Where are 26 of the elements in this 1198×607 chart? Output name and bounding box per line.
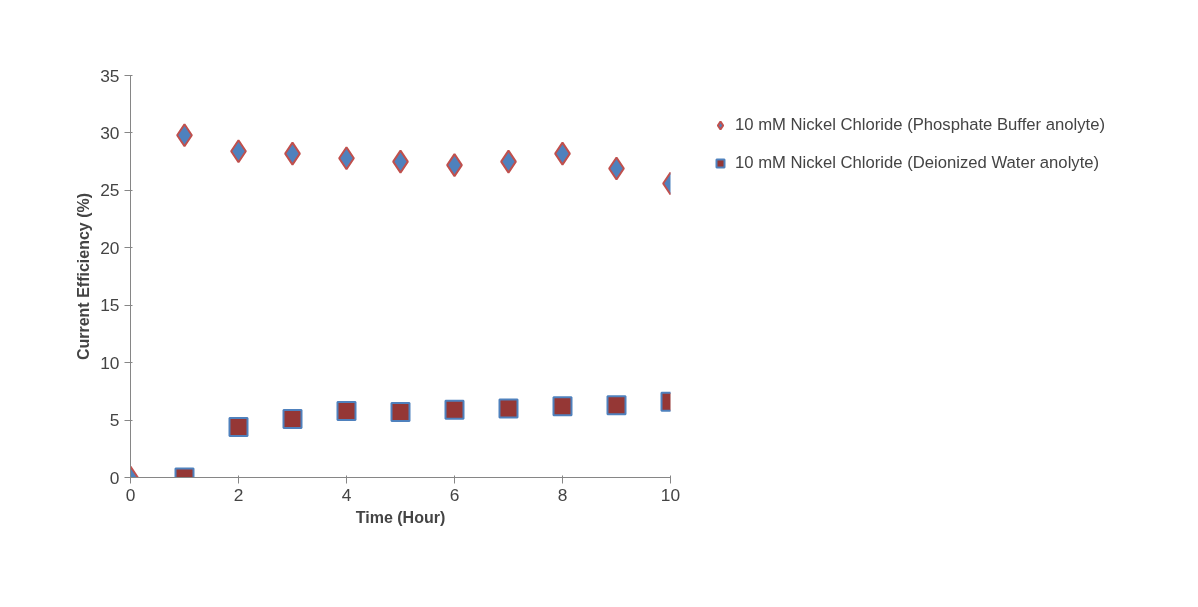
y-tick-label: 20 bbox=[100, 237, 120, 258]
x-axis-title: Time (Hour) bbox=[355, 508, 446, 526]
x-tick-label: 8 bbox=[557, 484, 568, 505]
y-tick-label: 15 bbox=[100, 295, 120, 316]
point bbox=[336, 400, 357, 421]
y-tick-label: 5 bbox=[109, 410, 120, 431]
y-tick-label: 35 bbox=[100, 65, 120, 86]
point bbox=[498, 398, 519, 419]
y-tick-label: 25 bbox=[100, 180, 120, 201]
x-tick-label: 4 bbox=[341, 484, 352, 505]
point bbox=[552, 396, 573, 417]
point bbox=[390, 402, 411, 423]
point bbox=[444, 399, 465, 420]
point bbox=[606, 395, 627, 416]
point bbox=[228, 416, 249, 437]
x-tick-label: 0 bbox=[125, 484, 136, 505]
legend-label: 10 mM Nickel Chloride (Deionized Water anolyte) bbox=[735, 153, 1100, 173]
x-tick-label: 10 bbox=[660, 484, 681, 505]
y-tick-label: 10 bbox=[100, 352, 120, 373]
legend-label: 10 mM Nickel Chloride (Phosphate Buffer anolyte) bbox=[735, 115, 1106, 135]
y-tick-label: 0 bbox=[109, 467, 120, 488]
x-tick-label: 6 bbox=[449, 484, 460, 505]
x-tick-label: 2 bbox=[233, 484, 244, 505]
point bbox=[282, 408, 303, 429]
y-tick-label: 30 bbox=[100, 122, 120, 143]
y-axis-title: Current Efficiency (%) bbox=[75, 192, 93, 361]
